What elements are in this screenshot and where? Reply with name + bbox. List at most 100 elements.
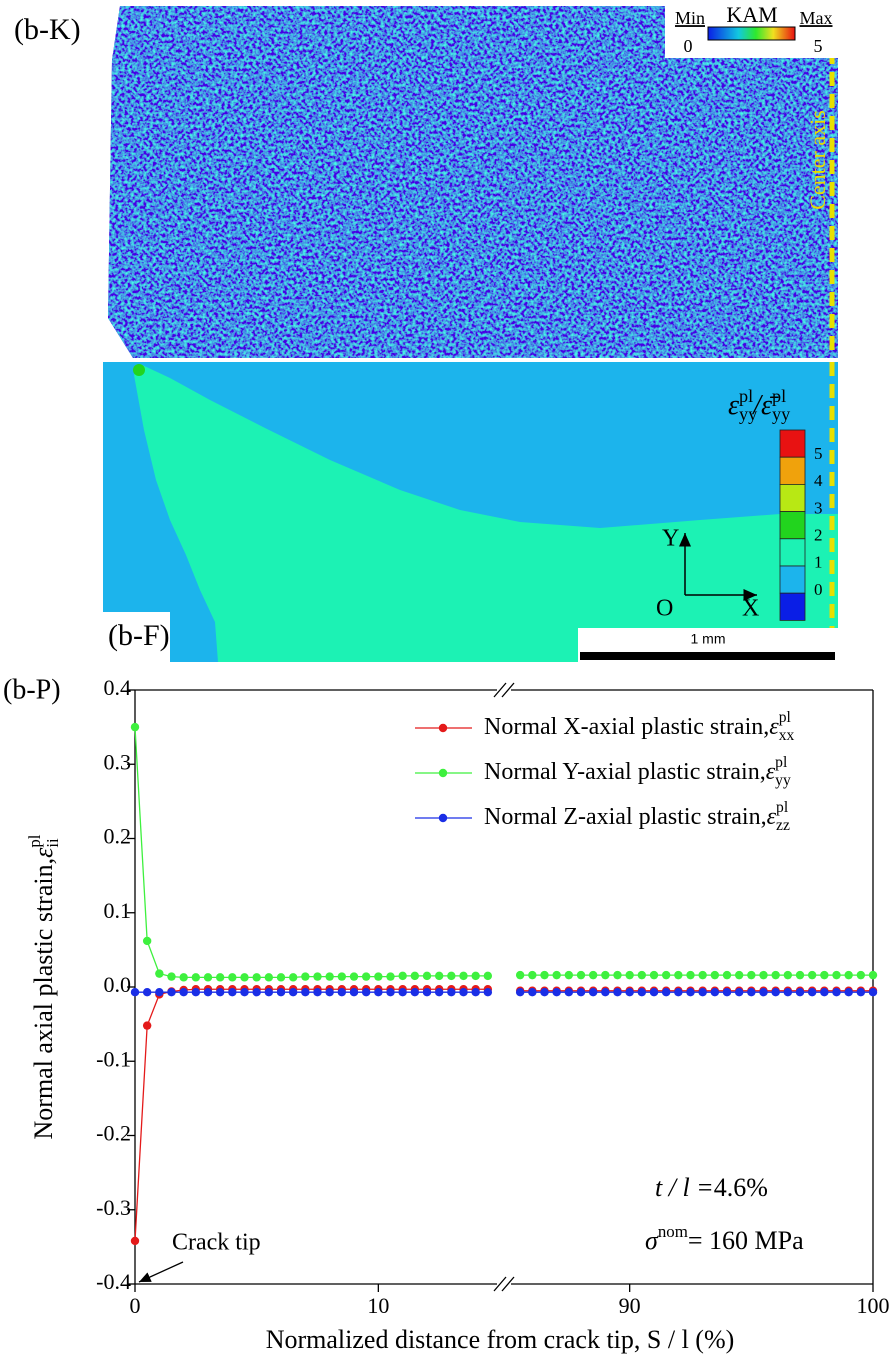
colorbar-box <box>779 538 806 567</box>
data-point <box>240 973 249 982</box>
data-point <box>386 972 395 981</box>
colorbar-tick: 0 <box>814 580 823 599</box>
data-point <box>483 971 493 981</box>
legend-marker <box>438 723 448 733</box>
data-point <box>734 970 744 980</box>
data-point <box>191 987 201 997</box>
series-line <box>134 988 488 1241</box>
data-point <box>374 987 383 997</box>
data-point <box>674 987 683 997</box>
data-point <box>471 971 480 981</box>
data-point <box>698 987 707 997</box>
text-part: ε <box>767 804 777 830</box>
data-point <box>276 973 286 982</box>
data-point <box>483 987 493 997</box>
data-point <box>313 987 322 997</box>
data-point <box>434 971 444 981</box>
data-point <box>661 970 671 980</box>
data-point <box>613 970 622 980</box>
data-point <box>856 970 866 980</box>
data-point <box>155 987 164 997</box>
data-point <box>361 987 371 997</box>
text-part: Normal Y-axial plastic strain, <box>484 759 766 785</box>
data-point <box>722 987 732 997</box>
data-point <box>337 987 347 997</box>
data-point <box>868 987 878 997</box>
data-point <box>313 972 322 981</box>
axis-x-label: X <box>742 596 759 622</box>
data-point <box>459 987 468 997</box>
text-part: pl <box>739 386 753 406</box>
data-point <box>240 987 249 997</box>
data-point <box>167 987 176 997</box>
data-point <box>820 987 829 997</box>
fem-map-zone <box>134 364 838 662</box>
y-tick-label: -0.2 <box>96 1121 131 1146</box>
data-point <box>288 987 298 997</box>
data-point <box>783 987 793 997</box>
data-point <box>552 987 561 997</box>
data-point <box>447 971 456 981</box>
data-point <box>576 970 586 980</box>
fem-colorbar: 5 4 3 2 1 0 εyypl/ε̄yypl <box>728 386 823 621</box>
axis-break <box>501 1276 515 1292</box>
data-point <box>856 987 866 997</box>
data-point <box>698 970 707 980</box>
data-point <box>203 987 213 997</box>
data-point <box>625 970 634 980</box>
scale-bar <box>580 652 835 660</box>
legend-label: Normal Y-axial plastic strain,εyypl <box>484 754 791 789</box>
text-part: yy <box>739 404 758 424</box>
panel-label: (b-K) <box>14 13 81 46</box>
data-point <box>564 970 574 980</box>
center-axis-label: Center axis <box>805 110 830 210</box>
legend-label: Normal X-axial plastic strain,εxxpl <box>484 709 795 744</box>
y-tick-label: -0.1 <box>96 1046 131 1071</box>
data-point <box>771 970 780 980</box>
x-axis-title: Normalized distance from crack tip, S / … <box>266 1325 735 1354</box>
colorbar-tick: 1 <box>814 553 823 572</box>
panel-label: (b-F) <box>108 619 170 652</box>
data-point <box>515 970 525 980</box>
annotation: σnom= 160 MPa <box>645 1222 804 1255</box>
data-point <box>795 987 805 997</box>
kam-map <box>108 6 838 358</box>
colorbar-tick: 5 <box>814 444 823 463</box>
data-point <box>601 970 610 980</box>
axis-break <box>493 1276 507 1292</box>
data-point <box>747 970 756 980</box>
colorbar-title: KAM <box>726 2 777 27</box>
data-point <box>349 972 359 981</box>
axis-break <box>493 682 507 698</box>
data-point <box>540 970 549 980</box>
annotation: Crack tip <box>172 1230 261 1256</box>
y-tick-label: -0.4 <box>96 1269 131 1294</box>
text-part: pl <box>775 754 788 771</box>
data-point <box>288 973 298 982</box>
annotation: t / l =4.6% <box>655 1173 768 1202</box>
crack-tip-zone <box>133 364 145 376</box>
data-point <box>783 970 793 980</box>
text-part: Normal Z-axial plastic strain, <box>484 804 767 830</box>
colorbar-tick: 3 <box>814 498 823 517</box>
text-part: nom <box>658 1222 688 1241</box>
data-point <box>747 987 756 997</box>
data-point <box>447 987 456 997</box>
y-tick-label: 0.4 <box>104 675 132 700</box>
data-point <box>337 972 347 981</box>
colorbar-tick: 5 <box>814 36 823 56</box>
data-point <box>215 973 225 982</box>
data-point <box>528 970 537 980</box>
data-point <box>142 987 152 997</box>
data-point <box>264 973 274 982</box>
y-axis-title: Normal axial plastic strain,εiipl <box>25 834 62 1139</box>
data-point <box>807 987 817 997</box>
data-point <box>386 987 395 997</box>
colorbar-tick: 2 <box>814 526 823 545</box>
x-tick-label: 100 <box>857 1293 890 1318</box>
data-point <box>228 987 237 997</box>
text-part: yy <box>775 772 791 789</box>
data-point <box>674 970 683 980</box>
data-point <box>759 987 768 997</box>
x-tick-label: 90 <box>619 1293 641 1318</box>
